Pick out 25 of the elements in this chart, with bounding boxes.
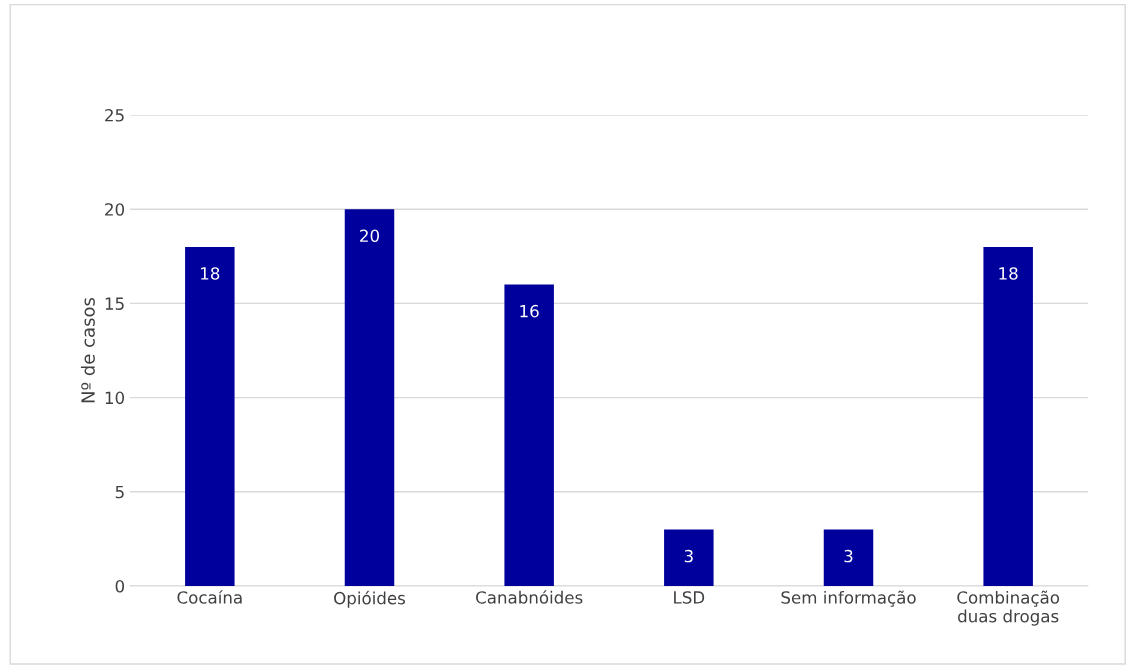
y-tick-label: 0: [115, 579, 125, 593]
data-label: 3: [684, 549, 693, 563]
x-tick-label: Cocaína: [177, 590, 242, 604]
x-tick-label: Sem informação: [781, 590, 916, 607]
data-label: 3: [844, 549, 853, 563]
y-tick-label: 25: [105, 108, 124, 122]
data-label: 18: [999, 267, 1018, 280]
bar: [504, 284, 554, 586]
x-tick-label: Combinação duas drogas: [957, 590, 1060, 626]
y-tick-label: 15: [105, 297, 124, 310]
bar: [344, 209, 395, 586]
bar: [185, 246, 235, 586]
x-tick-label: Canabnóides: [476, 590, 583, 604]
x-tick-label: Opióides: [334, 590, 406, 608]
bar: [823, 529, 874, 586]
data-label: 18: [201, 267, 220, 280]
bar: [983, 246, 1033, 586]
y-axis-title: Nº de casos: [80, 297, 95, 403]
x-tick-label: LSD: [674, 591, 705, 604]
data-label: 20: [360, 229, 379, 243]
y-tick-label: 20: [105, 203, 125, 216]
bar: [664, 529, 714, 586]
y-tick-label: 5: [115, 485, 124, 499]
y-tick-label: 10: [105, 391, 125, 405]
data-label: 16: [520, 304, 539, 318]
